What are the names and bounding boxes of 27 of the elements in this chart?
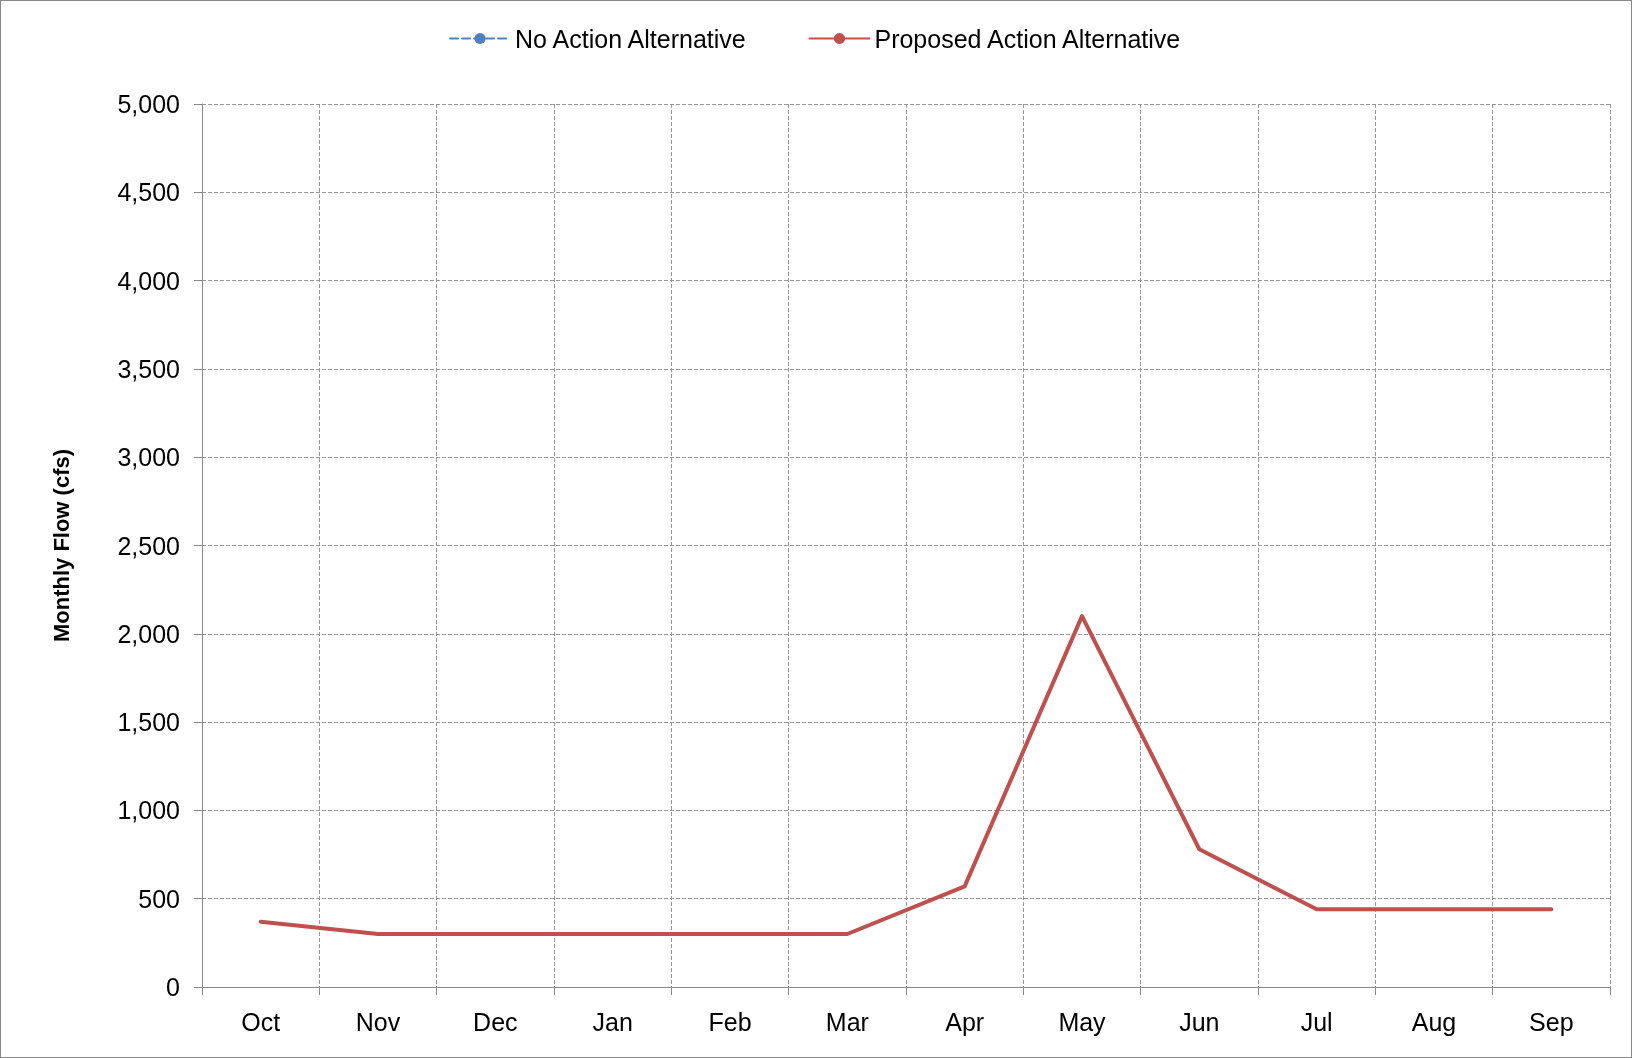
x-tick-label: Jun [1179,1007,1220,1036]
line-series [258,614,1554,937]
x-tick-label: Mar [825,1007,869,1036]
y-tick-label: 0 [166,973,180,1001]
x-tick-label: Jul [1300,1007,1333,1036]
x-tick-label: Apr [945,1007,985,1036]
y-tick-label: 3,000 [117,443,180,472]
x-tick-label: Jan [592,1007,633,1036]
legend-label: No Action Alternative [515,24,746,53]
y-tick-label: 500 [138,884,180,913]
x-tick-label: Sep [1529,1007,1574,1036]
y-tick-label: 4,000 [117,266,180,295]
x-tick-label: Oct [241,1007,281,1036]
x-tick-label: Feb [708,1007,752,1036]
y-tick-label: 4,500 [117,178,180,207]
y-tick-label: 1,000 [117,796,180,825]
y-tick-label: 3,500 [117,354,180,383]
x-tick-label: May [1058,1007,1107,1036]
y-tick-label: 2,500 [117,531,180,560]
legend-label: Proposed Action Alternative [874,24,1181,53]
y-tick-label: 2,000 [117,619,180,648]
y-tick-label: 1,500 [117,708,180,737]
y-axis-title: Monthly Flow (cfs) [48,448,74,643]
x-tick-label: Dec [473,1007,518,1036]
x-tick-label: Aug [1411,1007,1457,1036]
y-tick-label: 5,000 [117,90,180,118]
x-tick-label: Nov [355,1007,401,1036]
